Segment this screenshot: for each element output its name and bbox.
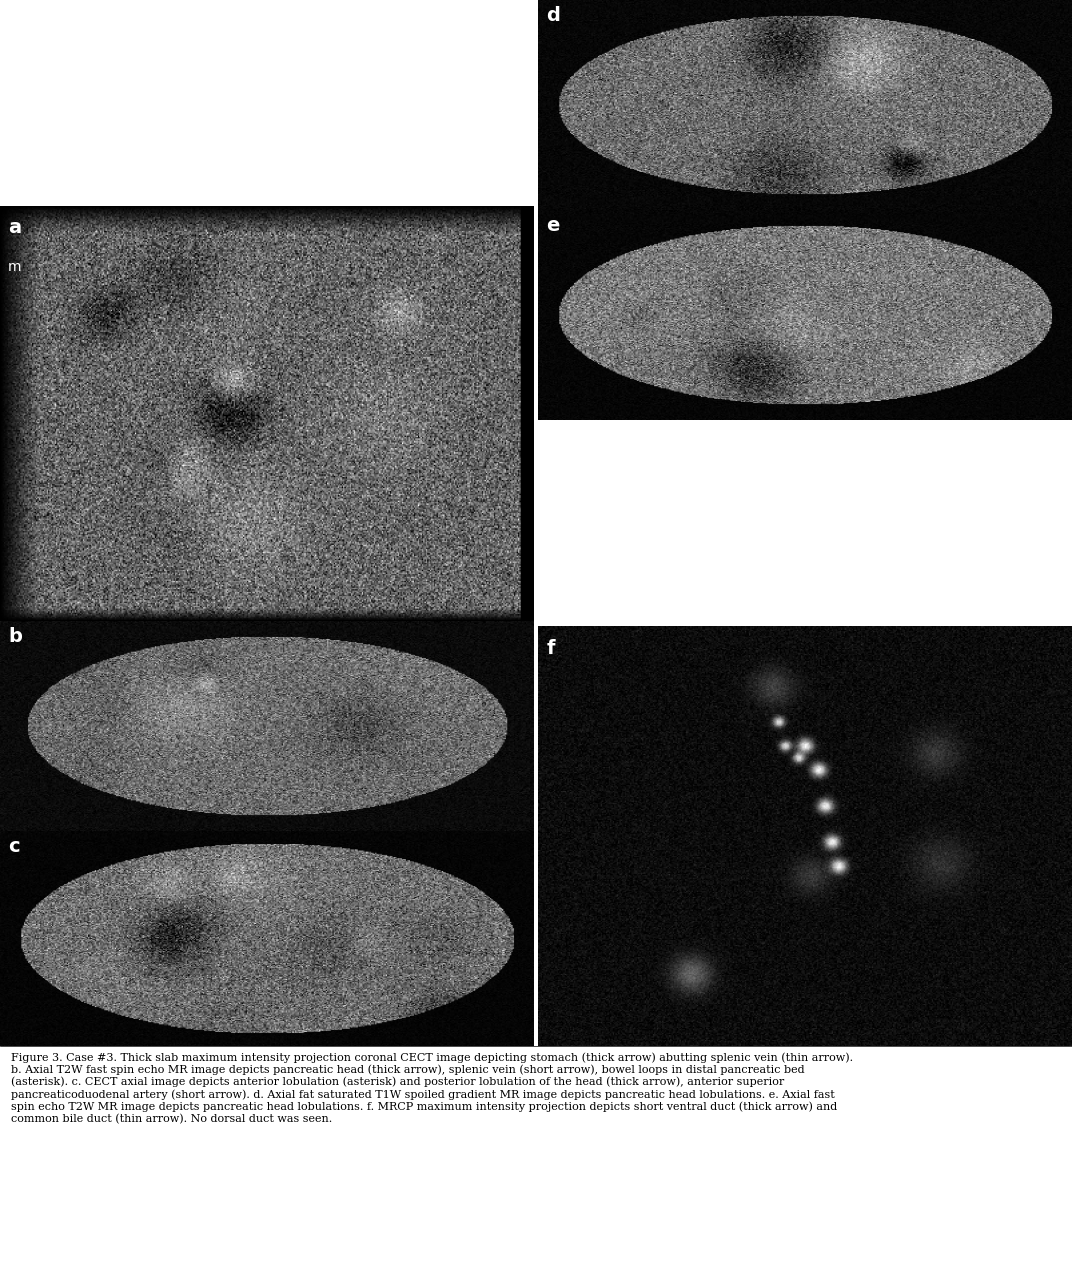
Text: e: e (546, 217, 560, 235)
Text: b: b (8, 627, 21, 646)
Text: c: c (8, 837, 19, 856)
Text: f: f (546, 638, 554, 657)
Text: Figure 3. Case #3. Thick slab maximum intensity projection coronal CECT image de: Figure 3. Case #3. Thick slab maximum in… (11, 1053, 853, 1124)
Text: m: m (8, 260, 21, 274)
Text: a: a (8, 218, 21, 237)
Text: d: d (546, 6, 560, 26)
